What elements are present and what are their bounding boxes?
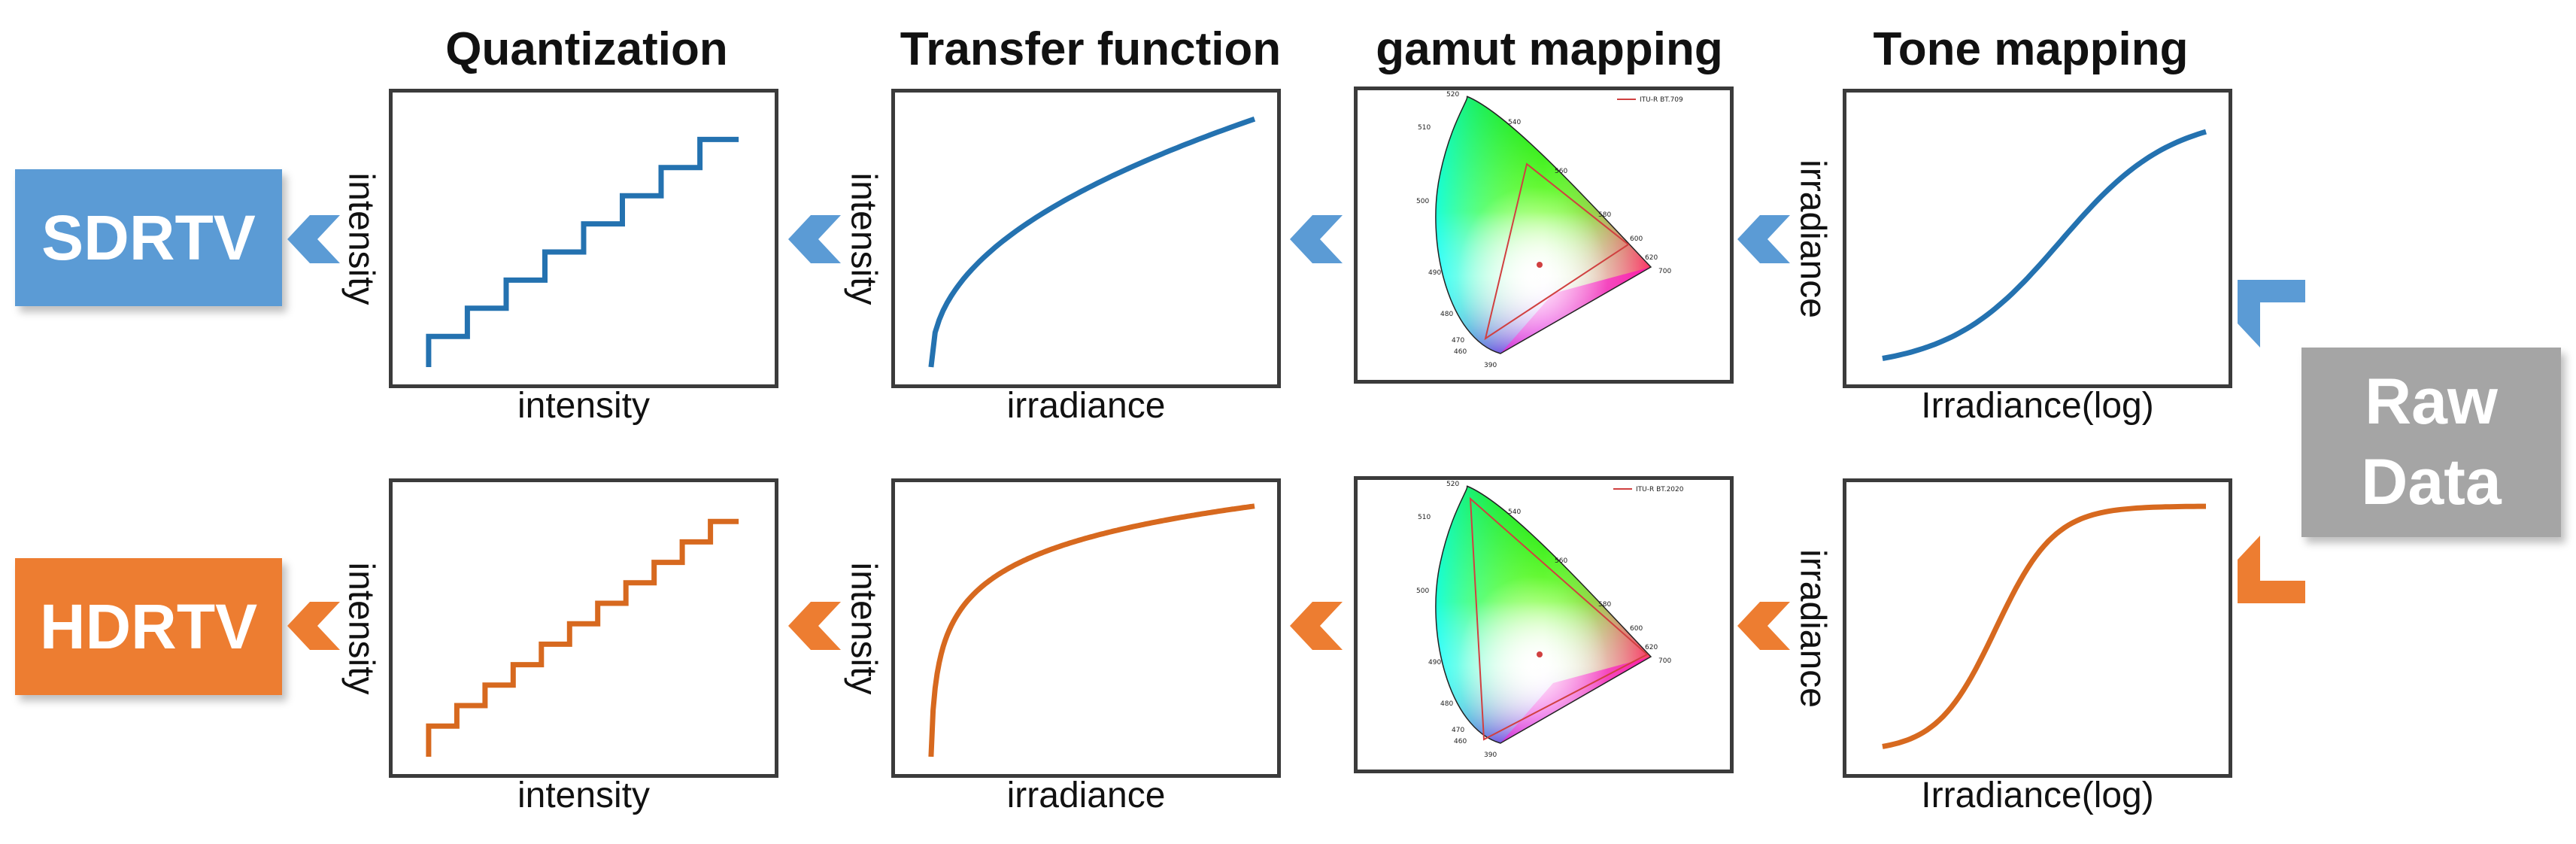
bt709-triangle <box>1484 162 1630 341</box>
hdrtv-badge: HDRTV <box>15 558 282 695</box>
sdr-quantization-plot <box>389 89 778 388</box>
svg-text:600: 600 <box>1630 625 1643 633</box>
sdr-transfer-function-plot <box>891 89 1281 388</box>
x-axis-label: irradiance <box>1006 776 1166 815</box>
sdr-gamut-plot: ITU-R BT.709 520 540 560 580 600 620 700… <box>1354 87 1734 384</box>
gamut-legend: ITU-R BT.2020 <box>1636 486 1684 493</box>
svg-text:560: 560 <box>1555 557 1567 565</box>
bt2020-triangle <box>1469 496 1649 741</box>
svg-text:700: 700 <box>1658 268 1671 275</box>
x-axis-label: intensity <box>517 776 651 815</box>
svg-text:490: 490 <box>1428 659 1441 666</box>
sdr-transfer-curve <box>928 116 1256 368</box>
raw-data-line1: Raw <box>2365 365 2498 438</box>
svg-text:510: 510 <box>1418 514 1431 521</box>
chevron-left-icon <box>287 602 340 650</box>
svg-text:470: 470 <box>1452 337 1464 345</box>
svg-text:560: 560 <box>1555 168 1567 175</box>
svg-text:540: 540 <box>1508 119 1521 126</box>
hdr-quantization-curve <box>426 518 739 757</box>
chevron-left-icon <box>1290 602 1343 650</box>
title-tone-mapping: Tone mapping <box>1873 23 2189 75</box>
svg-text:390: 390 <box>1484 362 1497 369</box>
svg-text:490: 490 <box>1428 269 1441 277</box>
hdrtv-label: HDRTV <box>39 590 258 662</box>
svg-text:470: 470 <box>1452 727 1464 734</box>
x-axis-label: Irradiance(log) <box>1921 386 2154 426</box>
title-gamut-mapping: gamut mapping <box>1376 23 1723 75</box>
svg-text:460: 460 <box>1454 348 1467 356</box>
sdr-tone-mapping-plot <box>1843 89 2232 388</box>
hdr-quantization-plot <box>389 478 778 778</box>
svg-text:500: 500 <box>1416 587 1429 595</box>
chevron-left-icon <box>1290 215 1343 263</box>
title-quantization: Quantization <box>445 23 728 75</box>
hdr-transfer-curve <box>928 503 1255 757</box>
svg-text:580: 580 <box>1598 211 1611 219</box>
svg-text:520: 520 <box>1446 481 1459 488</box>
hdr-tone-mapping-plot <box>1843 478 2232 778</box>
svg-text:460: 460 <box>1454 738 1467 745</box>
raw-data-badge: Raw Data <box>2301 348 2561 537</box>
chevron-left-icon <box>788 602 841 650</box>
svg-text:520: 520 <box>1446 91 1459 99</box>
x-axis-label: intensity <box>517 386 651 426</box>
hdr-transfer-function-plot <box>891 478 1281 778</box>
svg-text:700: 700 <box>1658 657 1671 665</box>
svg-text:600: 600 <box>1630 235 1643 243</box>
hdr-gamut-plot: ITU-R BT.2020 520 540 560 580 600 620 70… <box>1354 476 1734 773</box>
chevron-left-icon <box>1737 602 1790 650</box>
y-axis-label: intensity <box>843 562 884 695</box>
sdr-tone-curve <box>1882 129 2207 361</box>
x-axis-label: Irradiance(log) <box>1921 776 2154 815</box>
svg-text:620: 620 <box>1645 644 1658 651</box>
sdrtv-label: SDRTV <box>41 202 256 273</box>
sdr-quantization-curve <box>426 136 739 367</box>
svg-text:480: 480 <box>1440 311 1453 318</box>
svg-text:620: 620 <box>1645 254 1658 262</box>
chevron-left-icon <box>287 215 340 263</box>
raw-data-line2: Data <box>2361 446 2502 518</box>
svg-text:540: 540 <box>1508 509 1521 516</box>
svg-text:580: 580 <box>1598 601 1611 609</box>
chevron-left-icon <box>788 215 841 263</box>
corner-down-left-icon <box>2238 536 2305 603</box>
svg-text:390: 390 <box>1484 751 1497 759</box>
title-transfer-function: Transfer function <box>900 23 1282 75</box>
gamut-legend: ITU-R BT.709 <box>1640 96 1683 104</box>
svg-text:480: 480 <box>1440 700 1453 708</box>
y-axis-label: intensity <box>341 172 381 305</box>
corner-up-left-icon <box>2238 280 2305 348</box>
svg-text:500: 500 <box>1416 198 1429 205</box>
y-axis-label: intensity <box>843 172 884 305</box>
hdr-tone-curve <box>1882 503 2206 749</box>
y-axis-label: intensity <box>341 562 381 695</box>
chevron-left-icon <box>1737 215 1790 263</box>
y-axis-label: irradiance <box>1792 159 1833 318</box>
y-axis-label: irradiance <box>1792 549 1833 708</box>
svg-text:510: 510 <box>1418 124 1431 132</box>
x-axis-label: irradiance <box>1006 386 1166 426</box>
sdrtv-badge: SDRTV <box>15 169 282 306</box>
